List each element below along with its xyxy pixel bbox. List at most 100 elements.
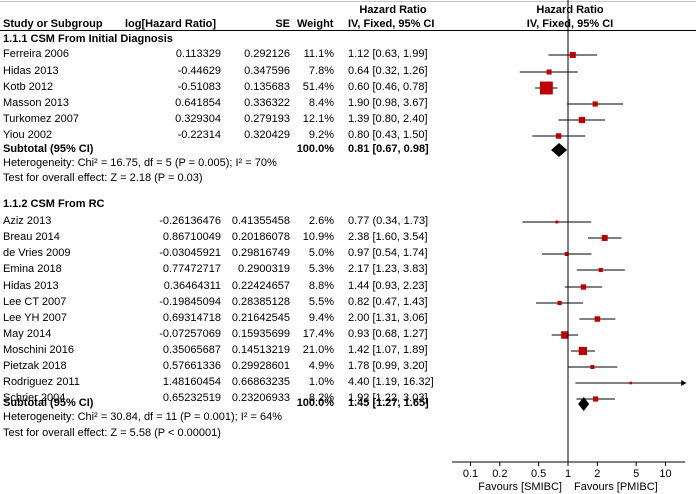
subtotal-hr-ci: 1.45 [1.27, 1.65]: [348, 397, 429, 409]
study-se: 0.320429: [244, 129, 290, 141]
study-weight: 1.0%: [308, 376, 334, 388]
study-loghr: 0.35065687: [162, 344, 221, 356]
favours-left-label: Favours [SMIBC]: [478, 481, 562, 493]
study-loghr: 0.86710049: [162, 231, 221, 243]
study-se: 0.20186078: [231, 231, 290, 243]
study-loghr: 0.69314718: [162, 312, 221, 324]
study-name: Turkomez 2007: [3, 113, 80, 125]
study-name: Breau 2014: [3, 231, 60, 243]
study-weight: 11.1%: [303, 48, 334, 60]
subtotal-label: Subtotal (95% CI): [3, 143, 94, 155]
study-loghr: -0.26136476: [159, 215, 221, 227]
study-se: 0.29928601: [231, 360, 290, 372]
study-name: Yiou 2002: [3, 129, 53, 141]
study-loghr: -0.51083: [177, 81, 221, 93]
study-loghr: -0.03045921: [159, 247, 221, 259]
study-se: 0.347596: [244, 65, 290, 77]
study-weight: 9.4%: [308, 312, 334, 324]
study-weight: 21.0%: [302, 344, 334, 356]
study-name: Rodriguez 2011: [3, 376, 80, 388]
study-loghr: -0.22314: [177, 129, 221, 141]
study-marker: [590, 365, 595, 369]
study-se: 0.279193: [244, 113, 290, 125]
subgroup-title: 1.1.1 CSM From Initial Diagnosis: [3, 33, 173, 45]
overall-effect-text: Test for overall effect: Z = 2.18 (P = 0…: [3, 172, 203, 184]
favours-right-label: Favours [PMIBC]: [574, 481, 658, 493]
x-tick-label: 1: [565, 468, 571, 480]
study-marker: [561, 331, 569, 339]
study-weight: 5.5%: [308, 296, 334, 308]
study-name: Schrier 2004: [3, 392, 66, 404]
x-tick-label: 0.2: [492, 468, 507, 480]
study-hr-ci: 1.42 [1.07, 1.89]: [348, 344, 428, 356]
study-marker: [578, 346, 587, 356]
study-se: 0.23206933: [231, 392, 290, 404]
study-loghr: 0.113329: [175, 48, 221, 60]
study-name: May 2014: [3, 328, 52, 340]
header-study: Study or Subgroup: [3, 18, 103, 30]
study-se: 0.15935699: [231, 328, 290, 340]
study-marker: [557, 300, 562, 306]
study-marker: [598, 267, 603, 273]
x-tick-label: 5: [633, 468, 639, 480]
study-se: 0.66863235: [231, 376, 290, 388]
study-hr-ci: 2.00 [1.31, 3.06]: [348, 312, 428, 324]
study-se: 0.21642545: [231, 312, 290, 324]
study-se: 0.28385128: [231, 296, 290, 308]
study-name: Kotb 2012: [3, 81, 54, 93]
x-tick-label: 2: [594, 468, 600, 480]
subtotal-hr-ci: 0.81 [0.67, 0.98]: [348, 143, 429, 155]
study-name: Hidas 2013: [3, 65, 59, 77]
study-marker: [578, 116, 586, 124]
study-weight: 4.9%: [308, 360, 334, 372]
header-plot-method: IV, Fixed, 95% CI: [526, 18, 614, 30]
heterogeneity-text: Heterogeneity: Chi² = 30.84, df = 11 (P …: [3, 411, 283, 423]
study-loghr: -0.19845094: [159, 296, 221, 308]
study-weight: 8.8%: [308, 280, 334, 292]
study-weight: 8.2%: [308, 392, 334, 404]
subtotal-weight: 100.0%: [296, 397, 334, 409]
study-marker: [580, 284, 587, 290]
study-hr-ci: 0.80 [0.43, 1.50]: [348, 129, 428, 141]
overall-effect-text: Test for overall effect: Z = 5.58 (P < 0…: [3, 427, 221, 439]
study-hr-ci: 2.38 [1.60, 3.54]: [348, 231, 428, 243]
study-hr-ci: 1.44 [0.93, 2.23]: [348, 280, 428, 292]
study-weight: 5.3%: [308, 263, 334, 275]
x-tick-label: 10: [659, 468, 671, 480]
study-weight: 12.1%: [302, 113, 334, 125]
header-hr-method: IV, Fixed, 95% CI: [348, 18, 435, 30]
study-marker: [539, 81, 553, 95]
header-loghr: log[Hazard Ratio]: [125, 18, 217, 30]
study-weight: 51.4%: [302, 81, 334, 93]
study-marker: [592, 101, 598, 107]
header-hr-title: Hazard Ratio: [359, 4, 427, 16]
study-loghr: 0.329304: [175, 113, 221, 125]
study-hr-ci: 0.64 [0.32, 1.26]: [348, 65, 428, 77]
study-marker: [594, 316, 601, 322]
study-loghr: 0.77472717: [162, 263, 221, 275]
study-marker: [546, 69, 552, 75]
study-name: Pietzak 2018: [3, 360, 67, 372]
study-name: Aziz 2013: [3, 215, 52, 227]
header-plot-title: Hazard Ratio: [536, 4, 604, 16]
study-hr-ci: 2.17 [1.23, 3.83]: [348, 263, 428, 275]
study-hr-ci: 0.93 [0.68, 1.27]: [348, 328, 428, 340]
study-name: Ferreira 2006: [3, 48, 70, 60]
study-se: 0.41355458: [231, 215, 290, 227]
study-weight: 5.0%: [308, 247, 334, 259]
header-weight: Weight: [297, 18, 334, 30]
study-marker: [593, 396, 599, 402]
study-marker: [629, 381, 632, 385]
study-hr-ci: 1.90 [0.98, 3.67]: [348, 97, 428, 109]
subgroup-title: 1.1.2 CSM From RC: [3, 198, 105, 210]
study-se: 0.29816749: [231, 247, 290, 259]
header-se: SE: [275, 18, 290, 30]
study-se: 0.135683: [244, 81, 290, 93]
study-hr-ci: 0.82 [0.47, 1.43]: [348, 296, 428, 308]
ci-arrow: [681, 380, 687, 386]
study-se: 0.292126: [244, 48, 290, 60]
subtotal-diamond: [551, 143, 568, 157]
study-marker: [555, 220, 559, 224]
study-se: 0.14513219: [231, 344, 290, 356]
